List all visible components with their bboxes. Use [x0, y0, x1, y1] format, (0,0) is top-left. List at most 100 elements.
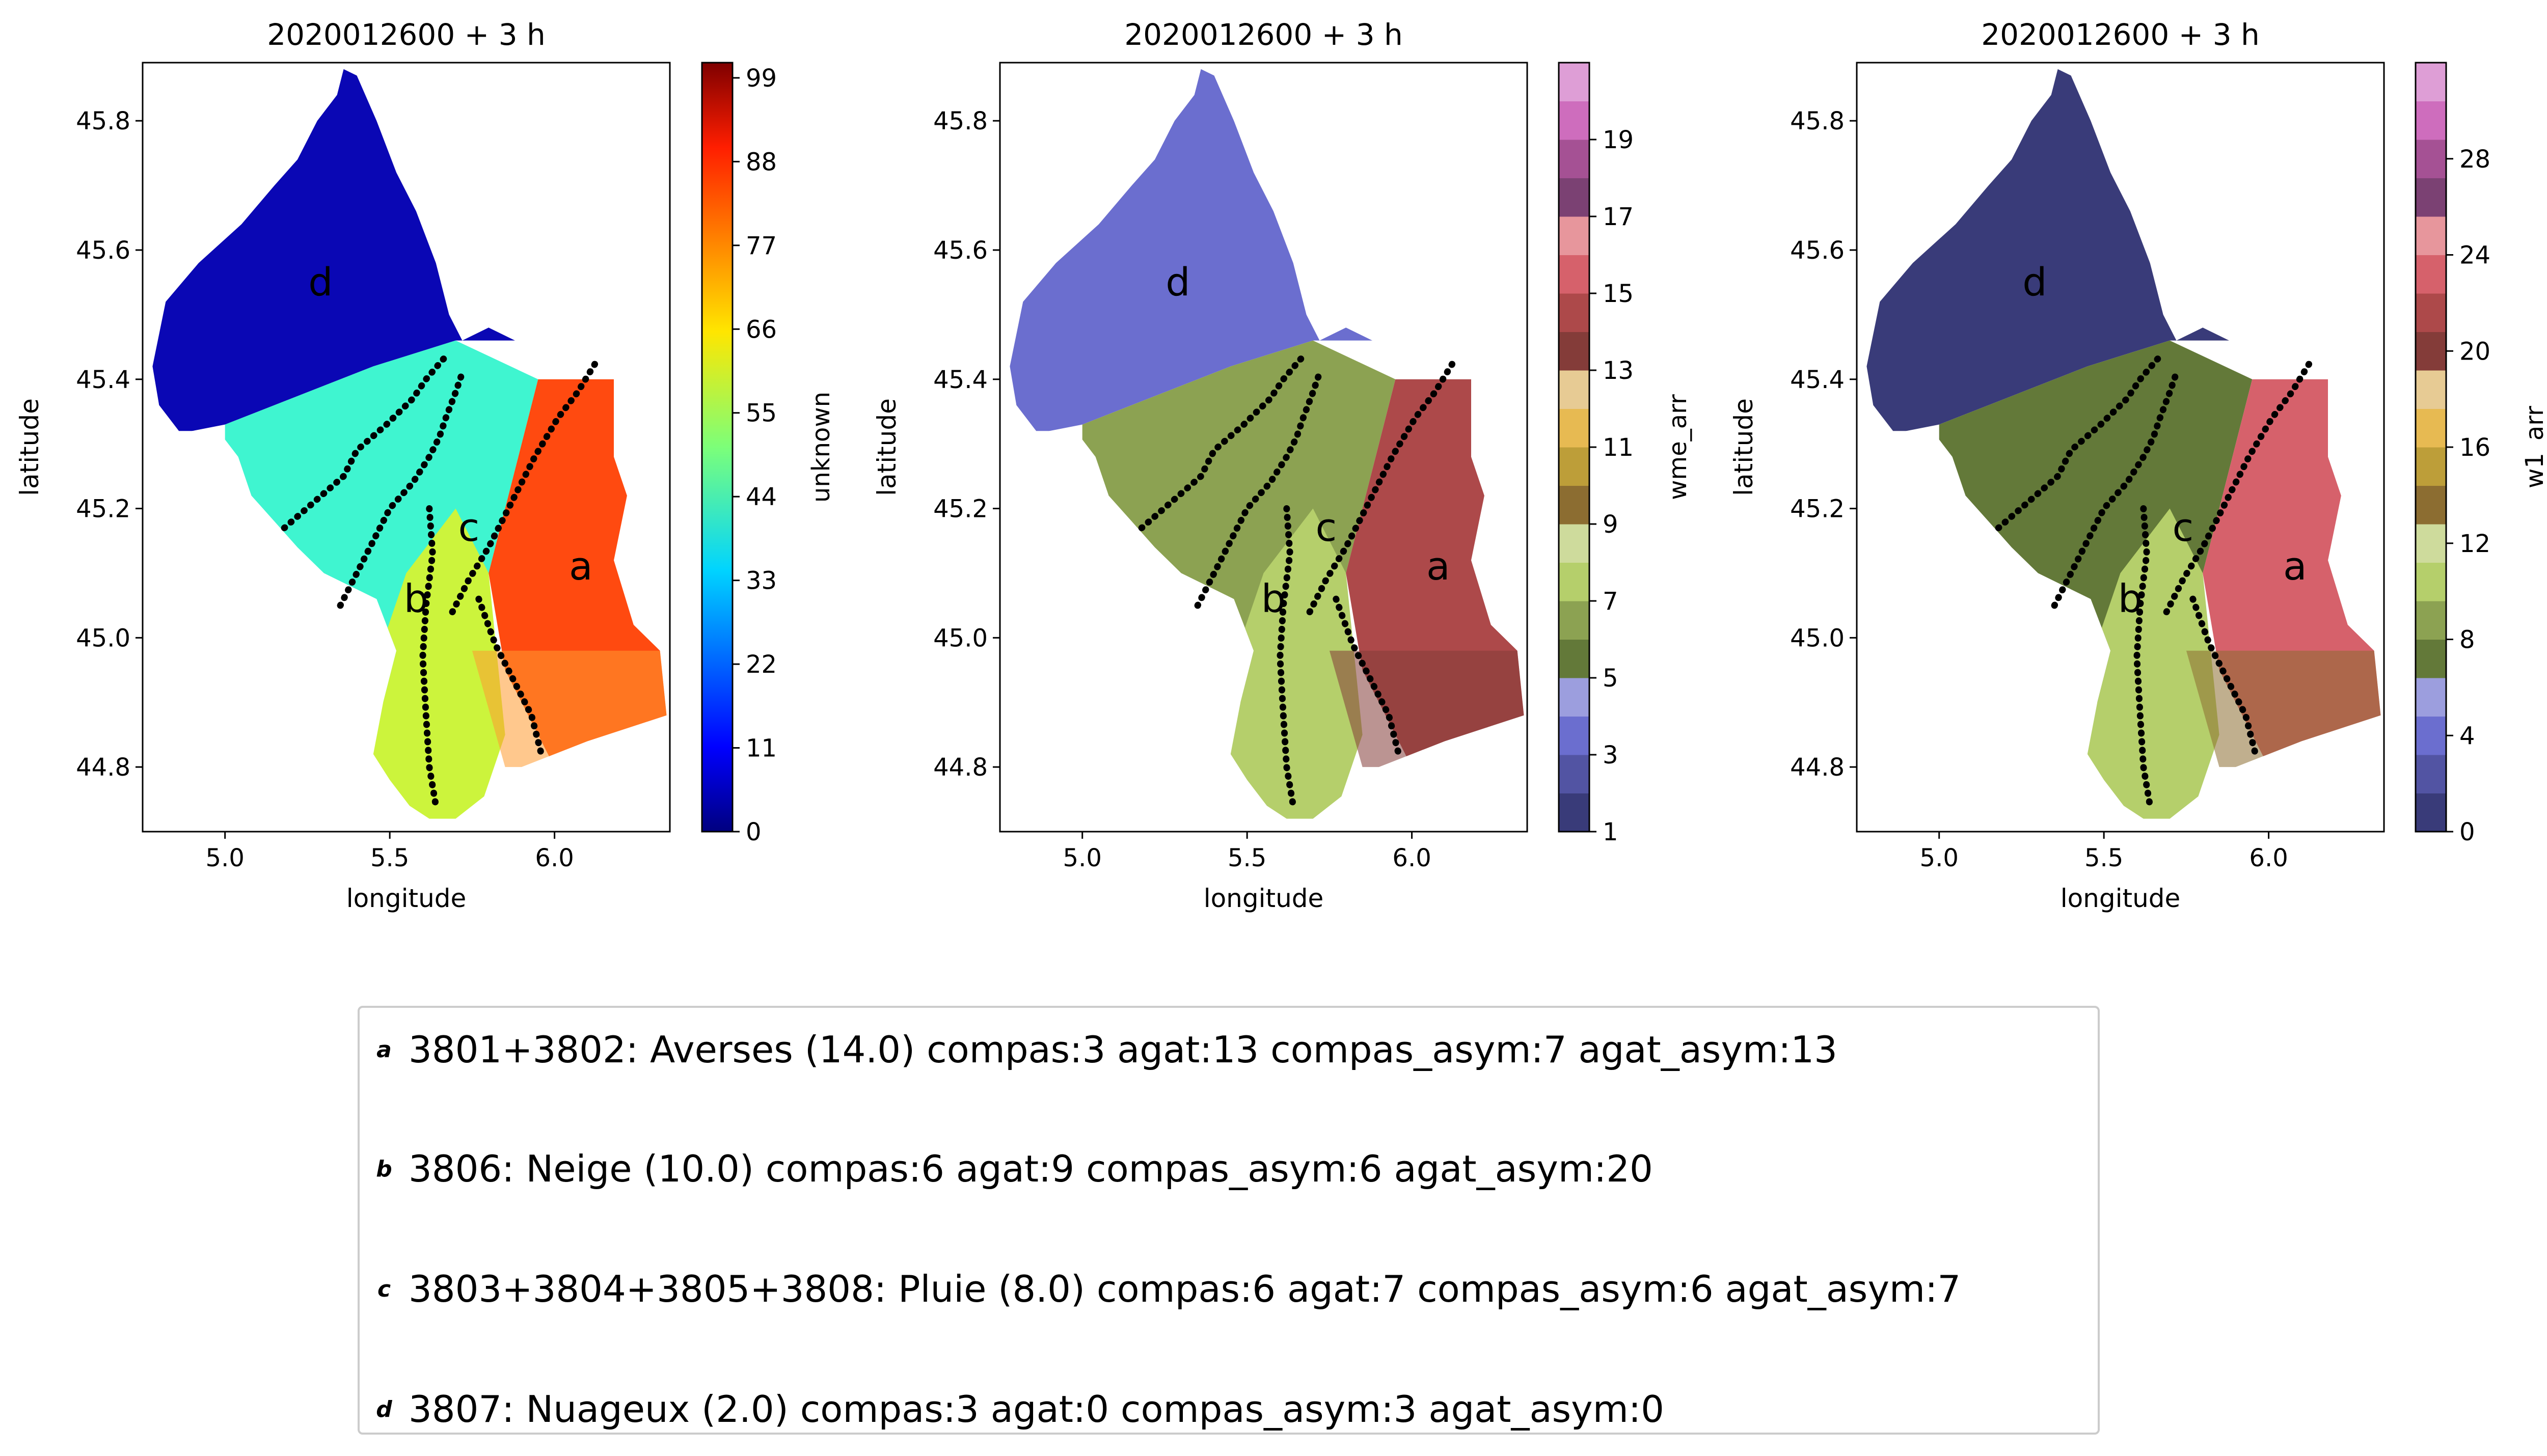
boundary-line-1	[281, 350, 453, 532]
colorbar-band	[1559, 216, 1589, 255]
x-tick-label: 5.0	[206, 844, 245, 872]
zone-label-a: a	[569, 543, 593, 589]
boundary-line-4	[1306, 356, 1458, 616]
zone-b-area	[2087, 508, 2219, 819]
y-tick-label: 45.0	[1790, 624, 1845, 652]
boundary-line-3	[419, 505, 440, 809]
colorbar-tick-label: 28	[2459, 145, 2490, 174]
colorbar-band	[1559, 178, 1589, 217]
panel-title: 2020012600 + 3 h	[1124, 17, 1403, 52]
boundary-line-1	[1995, 350, 2167, 532]
colorbar-band	[2416, 140, 2446, 178]
colorbar-fill	[702, 63, 733, 832]
colorbar-label: wme_arr	[1664, 394, 1692, 500]
map-panel-1: a bc d 2020012600 + 3 h 5.0 5.5 6.0 44.8 45.0 45.…	[15, 17, 835, 913]
colorbar-band	[2416, 601, 2446, 640]
colorbar-tick-label: 3	[1603, 741, 1618, 770]
colorbar-band	[1559, 485, 1589, 525]
boundary-line-3	[2133, 505, 2154, 809]
colorbar-label: w1_arr	[2521, 406, 2547, 488]
colorbar-band	[1559, 755, 1589, 793]
colorbar-band	[2416, 293, 2446, 332]
colorbar-band	[1559, 101, 1589, 140]
colorbar-band	[2416, 370, 2446, 409]
colorbar-tick-label: 15	[1603, 280, 1634, 308]
colorbar-band	[2416, 255, 2446, 294]
axes-frame	[999, 62, 1528, 833]
colorbar-band	[1559, 793, 1589, 832]
colorbar-band	[2416, 524, 2446, 563]
colorbar-band	[1559, 447, 1589, 486]
colorbar-tick-label: 11	[1603, 433, 1634, 462]
colorbar-tick-label: 0	[2459, 818, 2475, 846]
boundary-line-4	[2163, 356, 2315, 616]
axes-frame	[142, 62, 671, 833]
colorbar-tick-label: 9	[1603, 510, 1618, 539]
colorbar-band	[2416, 216, 2446, 255]
colorbar-tick-label: 55	[746, 399, 777, 428]
zone-label-d: d	[308, 259, 333, 305]
map-panel-3: a bc d 2020012600 + 3 h 5.0 5.5 6.0 44.8 45.0 45.…	[1729, 17, 2547, 913]
colorbar-tick-label: 19	[1603, 126, 1634, 154]
boundary-line-2	[337, 369, 466, 609]
boundary-line-2	[2051, 369, 2180, 609]
legend-entry-c: c 3803+3804+3805+3808: Pluie (8.0) compa…	[360, 1258, 1961, 1320]
colorbar-band	[1559, 63, 1589, 101]
y-tick-label: 45.2	[1790, 495, 1845, 524]
colorbar-band	[1559, 601, 1589, 640]
zone-label-c: c	[1316, 505, 1337, 550]
colorbar-label: unknown	[807, 392, 835, 503]
y-tick-label: 45.2	[76, 495, 130, 524]
colorbar-band	[2416, 678, 2446, 717]
colorbar-band	[1559, 255, 1589, 294]
zone-b-area	[1230, 508, 1363, 819]
y-tick-label: 44.8	[933, 753, 988, 782]
colorbar-band	[2416, 447, 2446, 486]
colorbar-band	[2416, 101, 2446, 140]
legend-marker-b: b	[376, 1156, 392, 1182]
zone-mixed-area	[472, 650, 667, 767]
colorbar-tick-label: 33	[746, 567, 777, 595]
y-tick-label: 45.6	[1790, 236, 1845, 265]
colorbar-tick-label: 16	[2459, 433, 2490, 462]
legend-entry-b: b 3806: Neige (10.0) compas:6 agat:9 com…	[360, 1138, 1653, 1199]
colorbar-tick-label: 13	[1603, 356, 1634, 385]
legend-entry-a: a 3801+3802: Averses (14.0) compas:3 aga…	[360, 1019, 1837, 1080]
legend-marker-d: d	[376, 1396, 392, 1422]
legend-marker-c: c	[377, 1276, 391, 1302]
colorbar-tick-label: 11	[746, 734, 777, 763]
boundary-line-3	[1277, 505, 1297, 809]
zone-label-b: b	[2118, 576, 2143, 621]
colorbar-tick-label: 20	[2459, 337, 2490, 366]
colorbar-band	[2416, 793, 2446, 832]
axes-frame	[1856, 62, 2385, 833]
zone-label-c: c	[2173, 505, 2194, 550]
y-tick-label: 45.6	[76, 236, 130, 265]
zone-label-b: b	[404, 576, 428, 621]
x-tick-label: 6.0	[535, 844, 574, 872]
y-tick-label: 44.8	[1790, 753, 1845, 782]
colorbar-band	[1559, 408, 1589, 448]
colorbar-tick-label: 8	[2459, 626, 2475, 654]
colorbar-band	[2416, 408, 2446, 448]
x-tick-label: 5.0	[1920, 844, 1959, 872]
colorbar-tick-label: 88	[746, 148, 777, 176]
legend-text-b: 3806: Neige (10.0) compas:6 agat:9 compa…	[409, 1147, 1653, 1190]
colorbar-band	[1559, 332, 1589, 371]
colorbar-band	[1559, 524, 1589, 563]
colorbar-tick-label: 17	[1603, 203, 1634, 231]
boundary-line-1	[1138, 350, 1310, 532]
x-axis-label: longitude	[346, 884, 467, 913]
colorbar-band	[1559, 562, 1589, 601]
zone-mixed-area	[2186, 650, 2381, 767]
y-axis-label: latitude	[872, 398, 902, 496]
legend-marker-a: a	[376, 1036, 392, 1063]
colorbar-tick-label: 99	[746, 64, 777, 93]
y-axis-label: latitude	[15, 398, 44, 496]
zone-label-b: b	[1261, 576, 1286, 621]
colorbar-band	[2416, 562, 2446, 601]
x-tick-label: 6.0	[2249, 844, 2288, 872]
colorbar-tick-label: 5	[1603, 664, 1618, 693]
legend-entry-d: d 3807: Nuageux (2.0) compas:3 agat:0 co…	[360, 1379, 1664, 1440]
x-axis-label: longitude	[2061, 884, 2181, 913]
